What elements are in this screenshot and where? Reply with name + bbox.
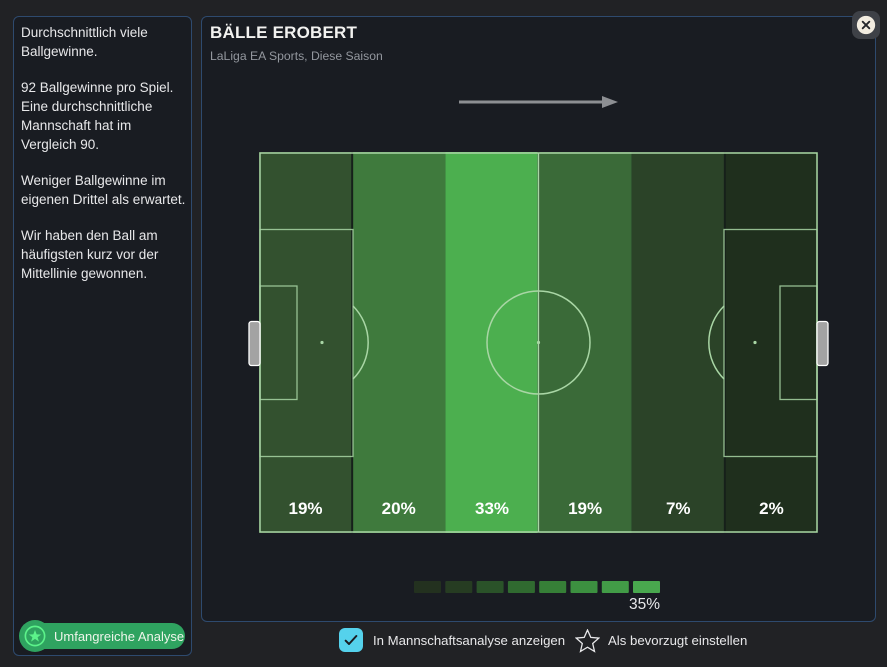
- svg-text:19%: 19%: [568, 499, 602, 518]
- svg-text:7%: 7%: [666, 499, 691, 518]
- svg-text:19%: 19%: [288, 499, 322, 518]
- svg-text:20%: 20%: [382, 499, 416, 518]
- svg-text:2%: 2%: [759, 499, 784, 518]
- svg-text:33%: 33%: [475, 499, 509, 518]
